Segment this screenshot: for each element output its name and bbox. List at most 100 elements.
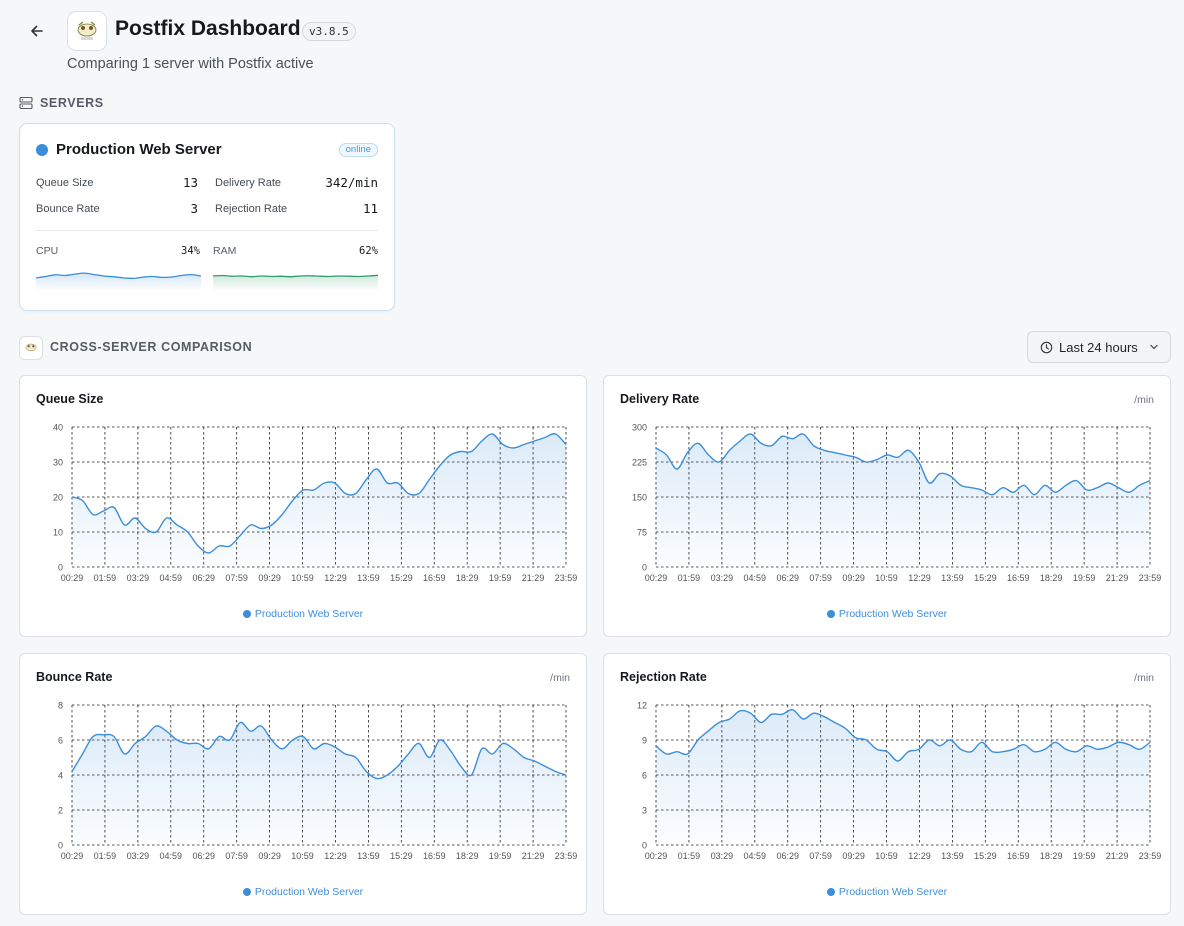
x-tick-label: 01:59 (94, 573, 117, 583)
chart-unit: /min (550, 672, 570, 684)
legend-dot (242, 609, 251, 618)
x-tick-label: 23:59 (555, 573, 578, 583)
x-tick-label: 15:29 (390, 573, 413, 583)
series-area (72, 722, 566, 845)
y-tick-label: 10 (53, 528, 63, 538)
ram-value: 62% (359, 245, 378, 257)
x-tick-label: 06:29 (192, 851, 215, 861)
postfix-logo-small (19, 336, 43, 360)
server-name: Production Web Server (56, 141, 222, 158)
chart-legend[interactable]: Production Web Server (604, 608, 1170, 620)
x-tick-label: 03:29 (127, 573, 150, 583)
x-tick-label: 21:29 (522, 573, 545, 583)
x-tick-label: 04:59 (160, 851, 183, 861)
metric-label-rejection-rate: Rejection Rate (215, 203, 288, 215)
server-card[interactable]: Production Web Server online Queue Size … (19, 123, 395, 311)
series-area (72, 433, 566, 567)
x-tick-label: 13:59 (357, 573, 380, 583)
x-tick-label: 12:29 (324, 851, 347, 861)
x-tick-label: 12:29 (908, 573, 931, 583)
x-tick-label: 07:59 (809, 573, 832, 583)
chart-card-queue-size: 0 10 20 30 40 00:29 01:59 03:29 04:59 06:29 07:59 0… (19, 375, 587, 637)
metric-label-bounce-rate: Bounce Rate (36, 203, 100, 215)
x-tick-label: 19:59 (1073, 851, 1096, 861)
postfix-logo-icon (77, 21, 97, 40)
chart-unit: /min (1134, 672, 1154, 684)
x-tick-label: 15:29 (974, 851, 997, 861)
y-tick-label: 225 (632, 458, 647, 468)
clock-icon (1040, 341, 1053, 353)
queue-size-chart: 0 10 20 30 40 00:29 01:59 03:29 04:59 06:29 07:59 0… (53, 423, 578, 584)
x-tick-label: 12:29 (324, 573, 347, 583)
y-tick-label: 6 (642, 771, 647, 781)
legend-label: Production Web Server (254, 608, 364, 620)
version-badge: v3.8.5 (302, 22, 356, 41)
chart-title: Queue Size (36, 392, 104, 406)
chevron-down-icon (1148, 341, 1160, 353)
y-tick-label: 9 (642, 736, 647, 746)
time-range-label: Last 24 hours (1059, 339, 1138, 355)
delivery-rate-chart: 0 75 150 225 300 00:29 01:59 03:29 04:59 06:29 07:… (632, 423, 1161, 584)
cpu-label: CPU (36, 245, 59, 257)
metric-value-queue-size: 13 (182, 175, 198, 190)
x-tick-label: 07:59 (809, 851, 832, 861)
x-tick-label: 19:59 (1073, 573, 1096, 583)
series-line (71, 721, 567, 780)
metric-value-delivery-rate: 342/min (325, 175, 378, 190)
y-tick-label: 0 (58, 841, 63, 851)
x-tick-label: 23:59 (555, 851, 578, 861)
y-tick-label: 2 (58, 806, 63, 816)
x-tick-label: 19:59 (489, 573, 512, 583)
x-tick-label: 00:29 (645, 851, 668, 861)
metric-value-rejection-rate: 11 (362, 201, 378, 216)
x-tick-label: 10:59 (291, 573, 314, 583)
legend-label: Production Web Server (254, 886, 364, 898)
rejection-rate-chart: 0 3 6 9 12 00:29 01:59 03:29 04:59 06:29 07:59 09:2… (637, 701, 1161, 862)
y-tick-label: 30 (53, 458, 63, 468)
y-tick-label: 12 (637, 701, 647, 711)
x-tick-label: 09:29 (258, 573, 281, 583)
y-tick-label: 0 (642, 563, 647, 573)
time-range-dropdown[interactable]: Last 24 hours (1027, 331, 1171, 363)
y-tick-label: 75 (637, 528, 647, 538)
x-tick-label: 15:29 (974, 573, 997, 583)
postfix-logo-icon (25, 343, 37, 352)
back-button[interactable] (24, 18, 50, 44)
arrow-left-icon (31, 25, 43, 37)
x-tick-label: 10:59 (875, 573, 898, 583)
x-tick-label: 18:29 (456, 851, 479, 861)
series-line (655, 433, 1151, 496)
chart-title: Delivery Rate (620, 392, 700, 406)
y-tick-label: 40 (53, 423, 63, 433)
ram-label: RAM (213, 245, 237, 257)
chart-legend[interactable]: Production Web Server (20, 886, 586, 898)
x-tick-label: 16:59 (1007, 573, 1030, 583)
server-status-dot (36, 144, 48, 156)
y-tick-label: 0 (58, 563, 63, 573)
x-tick-label: 04:59 (160, 573, 183, 583)
x-tick-label: 03:29 (711, 851, 734, 861)
y-tick-label: 300 (632, 423, 647, 433)
metric-value-bounce-rate: 3 (190, 201, 198, 216)
x-tick-label: 10:59 (291, 851, 314, 861)
series-line (655, 708, 1151, 762)
page-title: Postfix Dashboard (115, 17, 301, 40)
server-stack-icon (19, 96, 33, 110)
x-tick-label: 00:29 (645, 573, 668, 583)
legend-dot (826, 609, 835, 618)
y-tick-label: 0 (642, 841, 647, 851)
metric-label-delivery-rate: Delivery Rate (215, 177, 282, 189)
x-tick-label: 04:59 (744, 573, 767, 583)
x-tick-label: 06:29 (776, 573, 799, 583)
chart-legend[interactable]: Production Web Server (20, 608, 586, 620)
chart-card-delivery-rate: 0 75 150 225 300 00:29 01:59 03:29 04:59 06:29 07:… (603, 375, 1171, 637)
x-tick-label: 01:59 (678, 851, 701, 861)
chart-legend[interactable]: Production Web Server (604, 886, 1170, 898)
x-tick-label: 06:29 (776, 851, 799, 861)
x-tick-label: 18:29 (456, 573, 479, 583)
x-tick-label: 10:59 (875, 851, 898, 861)
x-tick-label: 13:59 (941, 573, 964, 583)
legend-dot (826, 887, 835, 896)
x-tick-label: 21:29 (1106, 851, 1129, 861)
series-line (71, 433, 567, 554)
